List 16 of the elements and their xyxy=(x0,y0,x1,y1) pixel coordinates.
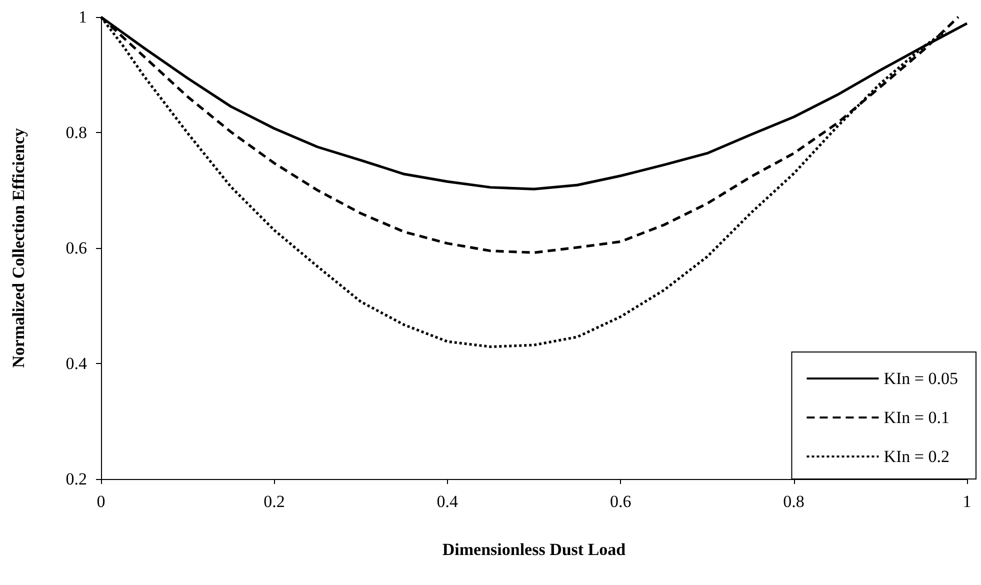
y-tick-label: 0.8 xyxy=(66,123,87,142)
y-tick-label: 1 xyxy=(78,8,87,26)
y-tick-label: 0.2 xyxy=(66,470,87,488)
x-tick-label: 0.2 xyxy=(264,492,285,511)
x-tick-label: 0.6 xyxy=(610,492,632,511)
legend-label: KIn = 0.1 xyxy=(884,408,950,427)
y-tick-label: 0.4 xyxy=(66,354,88,373)
y-tick-label: 0.6 xyxy=(66,238,87,258)
legend-label: KIn = 0.2 xyxy=(884,447,950,466)
x-tick-label: 0.4 xyxy=(436,492,459,511)
y-axis-title: Normalized Collection Efficiency xyxy=(9,128,28,368)
x-tick-label: 0.8 xyxy=(783,492,804,511)
x-tick-label: 0 xyxy=(96,492,106,511)
x-tick-label: 1 xyxy=(962,492,972,511)
x-axis-title: Dimensionless Dust Load xyxy=(442,540,626,559)
legend-label: KIn = 0.05 xyxy=(884,369,958,388)
